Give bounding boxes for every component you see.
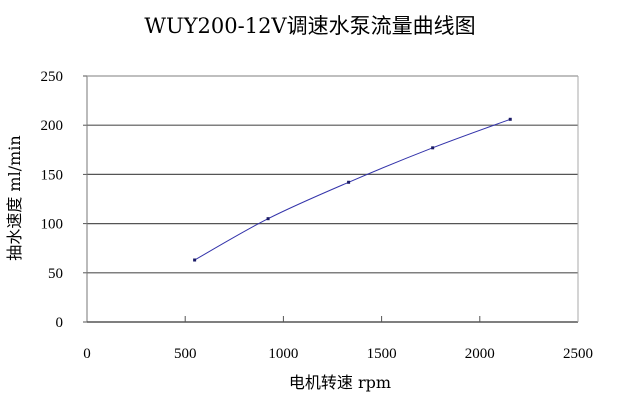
y-tick-label: 200 xyxy=(41,118,64,134)
data-point xyxy=(508,117,512,121)
data-point xyxy=(431,146,435,150)
y-axis-label: 抽水速度 ml/min xyxy=(5,135,24,260)
y-tick-label: 150 xyxy=(41,167,64,183)
x-tick-label: 2500 xyxy=(563,346,593,362)
y-tick-label: 100 xyxy=(41,217,64,233)
x-tick-label: 1500 xyxy=(367,346,397,362)
x-tick-label: 2000 xyxy=(465,346,495,362)
data-point xyxy=(193,258,197,262)
chart-title: WUY200-12V调速水泵流量曲线图 xyxy=(144,14,475,38)
y-tick-label: 0 xyxy=(56,315,64,331)
data-point xyxy=(266,217,270,221)
x-tick-label: 500 xyxy=(174,346,197,362)
x-tick-label: 0 xyxy=(83,346,91,362)
data-point xyxy=(347,180,351,184)
x-tick-label: 1000 xyxy=(268,346,298,362)
y-tick-label: 50 xyxy=(48,266,63,282)
x-axis-label: 电机转速 rpm xyxy=(289,373,391,392)
series-line xyxy=(194,118,511,261)
y-tick-label: 250 xyxy=(41,69,64,85)
